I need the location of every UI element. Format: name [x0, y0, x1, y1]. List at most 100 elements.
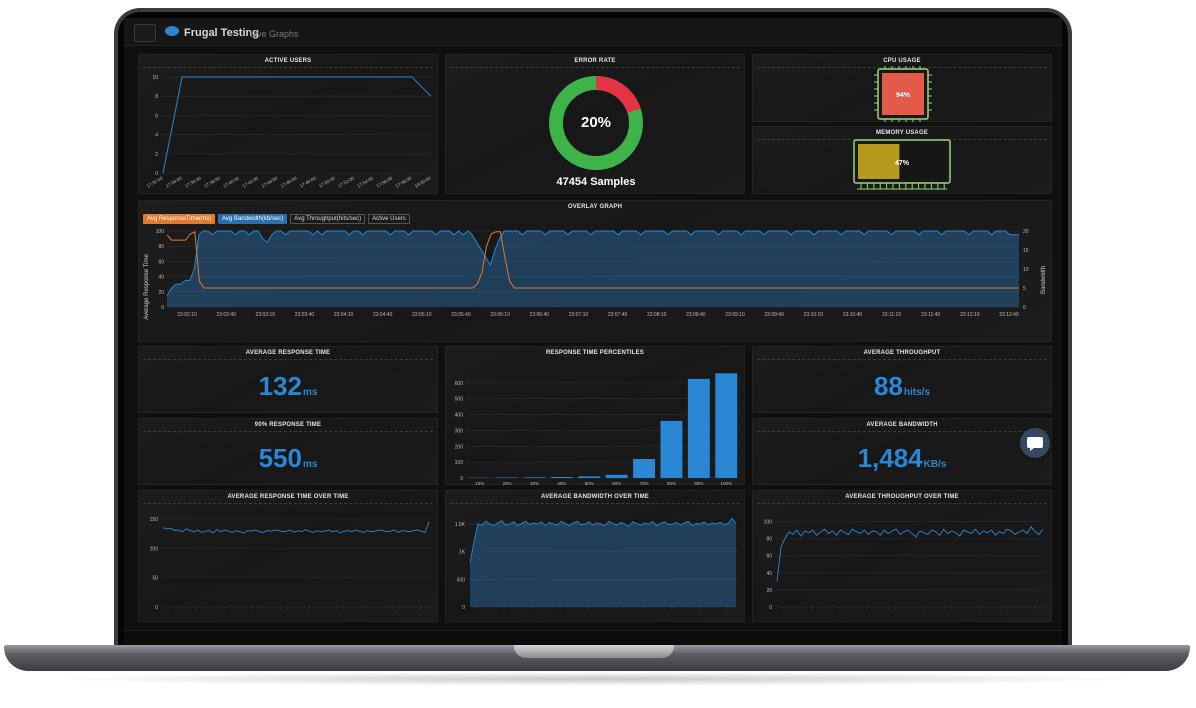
- panel-title: ERROR RATE: [574, 58, 616, 64]
- avg-bandwidth-stat: 1,484KB/s: [753, 443, 1051, 474]
- x-tick-label: 23:04:40: [373, 312, 393, 318]
- divider: [143, 503, 433, 504]
- x-tick-label: 20%: [503, 481, 512, 486]
- x-tick-label: 17:42:00: [242, 175, 260, 188]
- stat-value: 88: [873, 371, 903, 401]
- bw-over-time-chart: 0 500 1K 1.5K: [455, 517, 738, 611]
- bw-over-time-panel: AVERAGE BANDWIDTH OVER TIME 0 500 1K 1.5K: [445, 490, 745, 622]
- y-tick-label: 100: [455, 460, 464, 466]
- y-right-tick-label: 0: [1023, 305, 1026, 311]
- p90-response-time-panel: 90% RESPONSE TIME 550ms: [138, 418, 438, 485]
- y-right-tick-label: 5: [1023, 286, 1026, 292]
- x-tick-label: 30%: [530, 481, 539, 486]
- laptop-hinge-notch: [514, 645, 674, 658]
- legend-active-users[interactable]: Active Users: [368, 214, 410, 224]
- response-time-line: [166, 231, 1019, 289]
- percentile-bar: [633, 459, 655, 478]
- x-tick-label: 17:44:00: [261, 175, 279, 188]
- divider: [757, 431, 1047, 432]
- y-tick-label: 0: [462, 605, 465, 611]
- memory-usage-fill: [858, 144, 900, 179]
- bandwidth-area: [167, 231, 1019, 307]
- x-tick-label: 17:56:00: [376, 175, 394, 188]
- tp-over-time-panel: AVERAGE THROUGHPUT OVER TIME 0 20 40 60 80 10…: [752, 490, 1052, 622]
- y-tick-label: 4: [155, 133, 158, 139]
- error-rate-panel: ERROR RATE 20% 47454 Samples: [445, 54, 745, 194]
- divider: [757, 503, 1047, 504]
- panel-title: CPU USAGE: [883, 58, 921, 64]
- active-users-line: [162, 76, 432, 174]
- y-tick-label: 0: [155, 605, 158, 611]
- avg-throughput-panel: AVERAGE THROUGHPUT 88hits/s: [752, 346, 1052, 413]
- tp-over-time-chart: 0 20 40 60 80 100: [764, 520, 1045, 611]
- y-tick-label: 0: [161, 305, 164, 311]
- divider: [757, 359, 1047, 360]
- percentile-bar: [496, 477, 518, 478]
- stat-unit: ms: [302, 387, 318, 398]
- samples-count: 47454 Samples: [557, 176, 636, 188]
- y-tick-label: 500: [457, 577, 466, 583]
- x-tick-label: 17:34:00: [165, 175, 183, 188]
- divider: [757, 67, 1047, 68]
- percentile-bar: [687, 378, 710, 478]
- cpu-usage-value: 94%: [896, 92, 911, 99]
- y-tick-label: 200: [455, 444, 464, 450]
- x-tick-label: 23:03:10: [256, 312, 276, 318]
- y-tick-label: 0: [769, 605, 772, 611]
- x-tick-label: 23:05:40: [451, 312, 471, 318]
- avg-response-time-stat: 132ms: [139, 371, 437, 402]
- y-tick-label: 40: [766, 571, 772, 577]
- divider: [143, 431, 433, 432]
- top-bar: Frugal Testing Live Graphs: [124, 18, 1062, 46]
- cpu-usage-fill: [882, 73, 924, 115]
- y-tick-label: 0: [155, 171, 158, 177]
- x-tick-label: 100%: [721, 481, 733, 486]
- chat-button[interactable]: [1020, 428, 1050, 458]
- panel-title: AVERAGE RESPONSE TIME: [245, 350, 331, 356]
- y-right-tick-label: 15: [1023, 248, 1029, 254]
- error-rate-percent: 20%: [581, 114, 611, 131]
- overlay-right-axis-label: Bandwidth: [1041, 266, 1047, 294]
- x-tick-label: 23:06:40: [530, 312, 550, 318]
- x-tick-label: 23:04:10: [334, 312, 354, 318]
- percentiles-chart: 0 100 200 300 400 500 600 10% 20% 30% 40% 50% 60% 70%…: [455, 373, 740, 486]
- percentile-bar: [578, 476, 601, 478]
- stat-unit: ms: [302, 459, 318, 470]
- x-tick-label: 23:07:10: [569, 312, 589, 318]
- panel-title: OVERLAY GRAPH: [567, 204, 623, 210]
- menu-button[interactable]: [134, 24, 156, 42]
- divider: [143, 67, 433, 68]
- y-right-tick-label: 20: [1023, 229, 1029, 235]
- tp_over_time-line: [776, 525, 1044, 582]
- legend-throughput[interactable]: Avg Throughput(hits/sec): [290, 214, 366, 224]
- overlay-graph-panel: OVERLAY GRAPH Avg ResponseTime(ms) Avg B…: [138, 200, 1052, 342]
- x-tick-label: 40%: [557, 481, 566, 486]
- y-tick-label: 300: [455, 428, 464, 434]
- legend-response-time[interactable]: Avg ResponseTime(ms): [143, 214, 216, 224]
- x-tick-label: 23:11:40: [921, 312, 940, 318]
- y-tick-label: 1.5K: [455, 522, 466, 528]
- y-tick-label: 150: [150, 517, 159, 523]
- y-tick-label: 50: [152, 576, 158, 582]
- y-tick-label: 600: [455, 381, 464, 387]
- y-tick-label: 100: [156, 229, 165, 235]
- avg-throughput-stat: 88hits/s: [753, 371, 1051, 402]
- memory-usage-value: 47%: [895, 160, 910, 167]
- legend-bandwidth[interactable]: Avg Bandwidth(kb/sec): [218, 214, 288, 224]
- donut-error-slice: [549, 76, 643, 170]
- panel-title: ACTIVE USERS: [264, 58, 312, 64]
- y-tick-label: 1K: [459, 550, 466, 556]
- x-tick-label: 17:40:00: [222, 175, 240, 188]
- percentile-bar: [605, 474, 628, 478]
- divider: [143, 359, 433, 360]
- y-tick-label: 0: [460, 476, 463, 482]
- x-tick-label: 18:00:00: [414, 175, 432, 188]
- x-tick-label: 17:58:00: [395, 175, 413, 188]
- y-tick-label: 60: [158, 259, 164, 265]
- x-tick-label: 23:03:40: [295, 312, 315, 318]
- cpu-chip-icon: 94%: [874, 66, 932, 122]
- overlay-chart: 0 20 40 60 80 100 0 5 10 15 20 23:02:10 23:02:40 23:0…: [144, 229, 1047, 320]
- cpu-usage-panel: CPU USAGE 94%: [752, 54, 1052, 122]
- rt_over_time-line: [162, 521, 430, 534]
